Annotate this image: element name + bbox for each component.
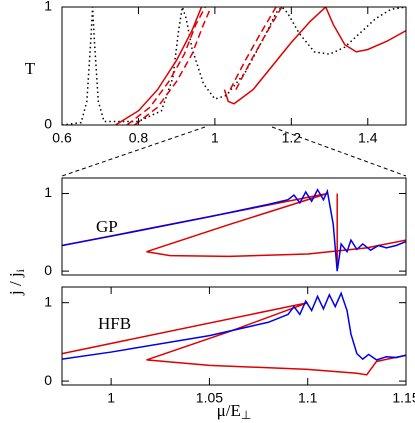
- plot-frame: [61, 177, 407, 276]
- zoom-connector: [271, 126, 407, 177]
- plot-frame: [61, 6, 407, 126]
- x-axis-label: μ/E⊥: [217, 401, 252, 422]
- panel-label: HFB: [98, 314, 131, 333]
- data-line: [229, 7, 277, 90]
- x-tick-label: 0.6: [52, 130, 72, 146]
- x-tick-label: 1.4: [358, 130, 378, 146]
- y-axis-label-main: j / j: [6, 272, 25, 296]
- panel-label: GP: [96, 217, 118, 236]
- x-tick-label: 1.1: [298, 390, 318, 406]
- data-line: [134, 7, 212, 125]
- data-line: [62, 291, 406, 361]
- y-tick-label: 1: [44, 184, 52, 200]
- data-line: [126, 7, 206, 125]
- x-tick-label: 1: [211, 130, 219, 146]
- data-line: [62, 301, 406, 376]
- x-tick-label: 0.8: [129, 130, 149, 146]
- y-tick-label: 1: [44, 0, 52, 14]
- data-line: [62, 7, 406, 125]
- y-axis-label: T: [25, 59, 36, 78]
- x-tick-label: 1.05: [196, 390, 223, 406]
- data-line: [62, 188, 406, 272]
- plot-frame: [61, 286, 407, 386]
- x-tick-label: 1.15: [392, 390, 415, 406]
- data-line: [115, 7, 203, 125]
- y-tick-label: 0: [44, 116, 52, 132]
- y-tick-label: 0: [44, 372, 52, 388]
- x-axis-label-sub: ⊥: [241, 408, 251, 422]
- data-line: [235, 7, 283, 90]
- x-axis-label-main: μ/E: [217, 401, 241, 420]
- y-axis-label-sub: i: [13, 268, 27, 272]
- data-line: [223, 7, 406, 105]
- y-tick-label: 1: [44, 293, 52, 309]
- y-axis-label: j / ji: [6, 268, 27, 296]
- x-tick-label: 1.2: [282, 130, 302, 146]
- x-tick-label: 1: [107, 390, 115, 406]
- y-tick-label: 0: [44, 262, 52, 278]
